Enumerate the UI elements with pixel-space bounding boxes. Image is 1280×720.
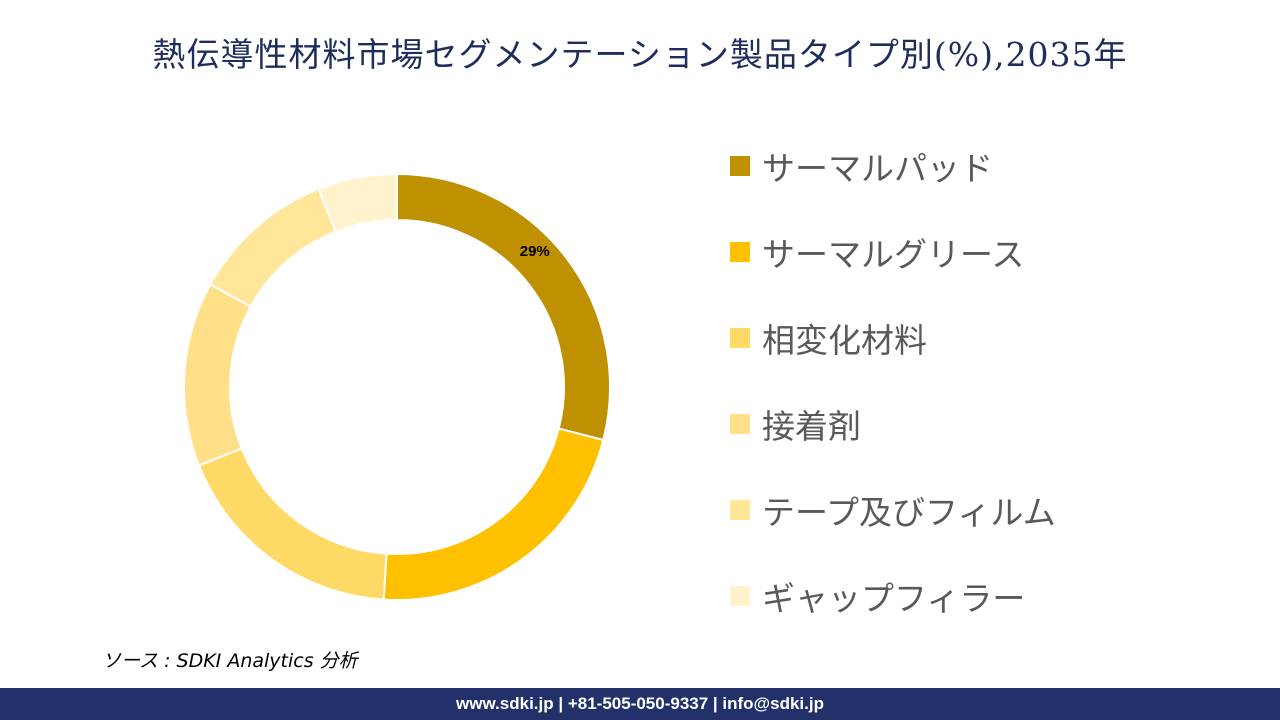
legend-item: サーマルグリース xyxy=(730,232,1024,274)
legend-item: 相変化材料 xyxy=(730,318,927,360)
donut-slice-2 xyxy=(382,427,605,601)
legend-label: 接着剤 xyxy=(762,407,861,446)
legend-label: テープ及びフィルム xyxy=(762,493,1056,532)
legend-item: 接着剤 xyxy=(730,404,861,446)
legend-label: ギャップフィラー xyxy=(762,579,1026,618)
donut-slice-1 xyxy=(396,172,611,442)
donut-slice-6 xyxy=(317,172,398,234)
legend-swatch xyxy=(730,242,750,262)
footer-contact: www.sdki.jp | +81-505-050-9337 | info@sd… xyxy=(0,688,1280,720)
legend-swatch xyxy=(730,156,750,176)
source-note: ソース : SDKI Analytics 分析 xyxy=(102,650,358,672)
legend-label: サーマルパッド xyxy=(762,149,993,188)
chart-title: 熱伝導性材料市場セグメンテーション製品タイプ別(%),2035年 xyxy=(152,35,1128,74)
legend-swatch xyxy=(730,500,750,520)
legend-item: サーマルパッド xyxy=(730,146,993,188)
donut-slice-3 xyxy=(197,447,388,601)
legend-swatch xyxy=(730,586,750,606)
legend-swatch xyxy=(730,414,750,434)
legend-item: ギャップフィラー xyxy=(730,576,1025,618)
donut-slice-5 xyxy=(208,187,337,308)
data-label: 29% xyxy=(520,243,550,260)
legend-item: テープ及びフィルム xyxy=(730,490,1056,532)
legend-swatch xyxy=(730,328,750,348)
donut-slice-4 xyxy=(183,283,253,467)
legend-label: 相変化材料 xyxy=(762,321,927,360)
legend-label: サーマルグリース xyxy=(762,235,1025,274)
